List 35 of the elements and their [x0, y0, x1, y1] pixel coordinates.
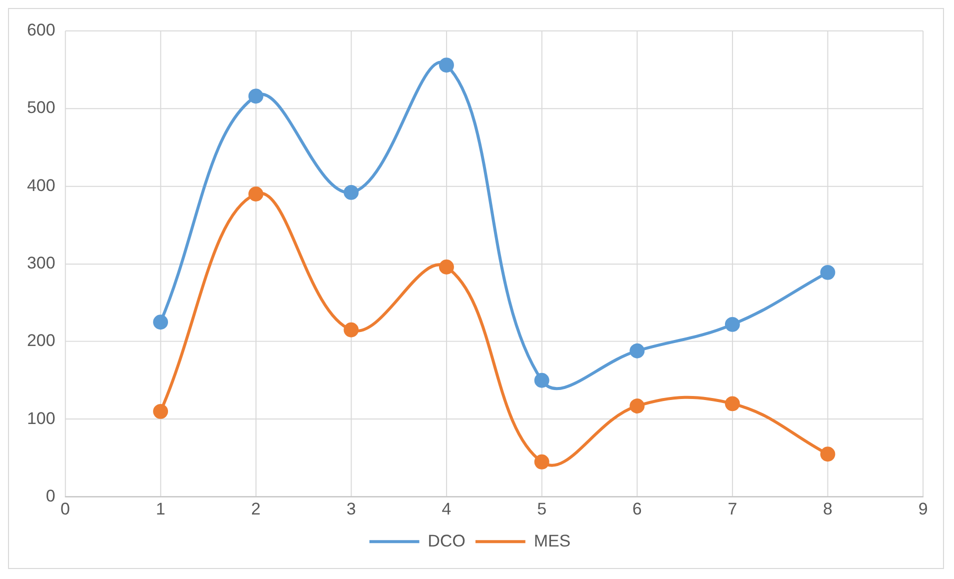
point: [248, 186, 264, 202]
x-tick-label: 5: [537, 500, 547, 519]
point: [820, 446, 836, 462]
y-tick-label: 400: [26, 176, 56, 195]
point: [344, 184, 359, 200]
legend-label: MES: [534, 531, 571, 550]
point: [153, 314, 168, 330]
point: [820, 264, 836, 280]
y-tick-label: 0: [46, 486, 56, 506]
point: [534, 454, 550, 470]
y-tick-label: 200: [26, 331, 56, 350]
point: [344, 322, 359, 338]
y-tick-label: 500: [26, 98, 56, 118]
point: [153, 404, 168, 419]
legend-label: DCO: [428, 531, 466, 550]
x-tick-label: 6: [632, 500, 642, 519]
x-tick-label: 1: [156, 500, 166, 519]
point: [630, 343, 645, 358]
point: [534, 372, 550, 388]
y-tick-label: 300: [26, 254, 56, 273]
y-tick-label: 100: [26, 408, 56, 428]
point: [724, 316, 740, 332]
y-tick-label: 600: [26, 20, 56, 40]
point: [439, 260, 454, 274]
x-tick-label: 9: [918, 500, 928, 519]
x-tick-label: 8: [823, 500, 832, 519]
point: [630, 398, 645, 414]
x-tick-label: 2: [251, 500, 261, 519]
x-tick-label: 7: [728, 500, 738, 519]
x-tick-label: 4: [442, 500, 452, 519]
point: [248, 88, 264, 104]
point: [439, 58, 454, 73]
x-tick-label: 0: [60, 500, 70, 519]
x-tick-label: 3: [346, 500, 356, 519]
point: [724, 396, 740, 412]
